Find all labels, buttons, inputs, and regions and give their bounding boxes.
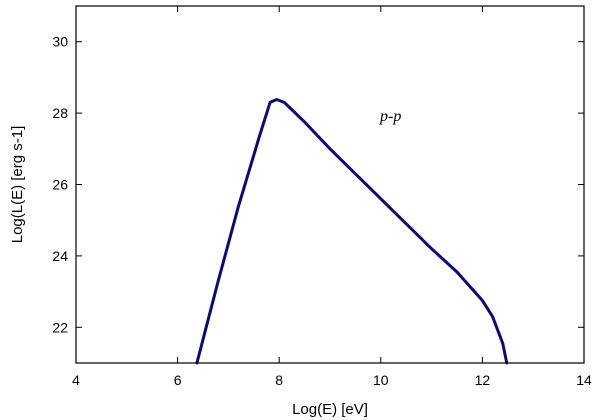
tick-labels: 4 6 8 10 12 14 22 24 26 28 30 (52, 34, 592, 388)
y-tick-label: 26 (52, 177, 68, 193)
y-axis-title: Log(L(E) [erg s-1] (9, 126, 26, 244)
x-axis-title: Log(E) [eV] (292, 401, 368, 418)
y-tick-label: 22 (52, 319, 68, 335)
x-tick-label: 12 (475, 372, 491, 388)
ticks (75, 6, 585, 363)
y-tick-label: 30 (52, 34, 68, 50)
series-line (195, 98, 509, 365)
y-tick-label: 24 (52, 248, 68, 264)
x-tick-label: 8 (275, 372, 283, 388)
annotation-label: p-p (379, 108, 401, 125)
plot-frame (75, 5, 585, 364)
x-tick-label: 6 (174, 372, 182, 388)
y-tick-label: 28 (52, 105, 68, 121)
x-tick-label: 10 (373, 372, 389, 388)
x-tick-label: 14 (576, 372, 592, 388)
x-tick-label: 4 (72, 372, 80, 388)
